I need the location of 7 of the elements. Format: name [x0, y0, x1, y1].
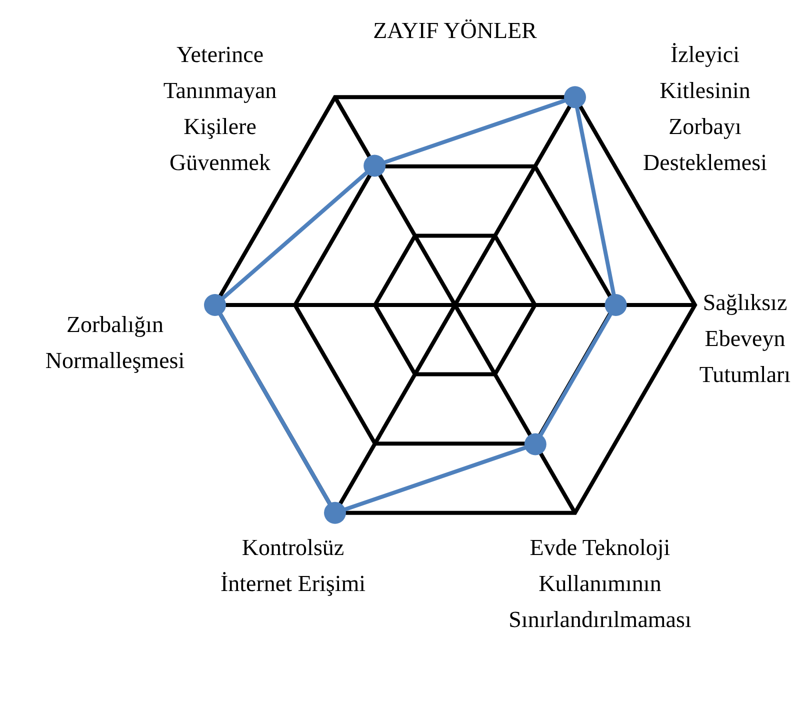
spoke-label: Zorbalığın Normalleşmesi — [45, 312, 185, 373]
spoke-label: Yeterince Tanınmayan Kişilere Güvenmek — [163, 42, 278, 176]
spoke-label: İzleyici Kitlesinin Zorbayı Desteklemesi — [643, 42, 767, 176]
spoke-label: Sağlıksız Ebeveyn Tutumları — [699, 290, 791, 387]
chart-title: ZAYIF YÖNLER — [372, 18, 538, 44]
spoke-label: Kontrolsüz İnternet Erişimi — [220, 534, 366, 596]
spoke-label: Evde Teknoloji Kullanımının Sınırlandırılmaması — [508, 534, 692, 632]
